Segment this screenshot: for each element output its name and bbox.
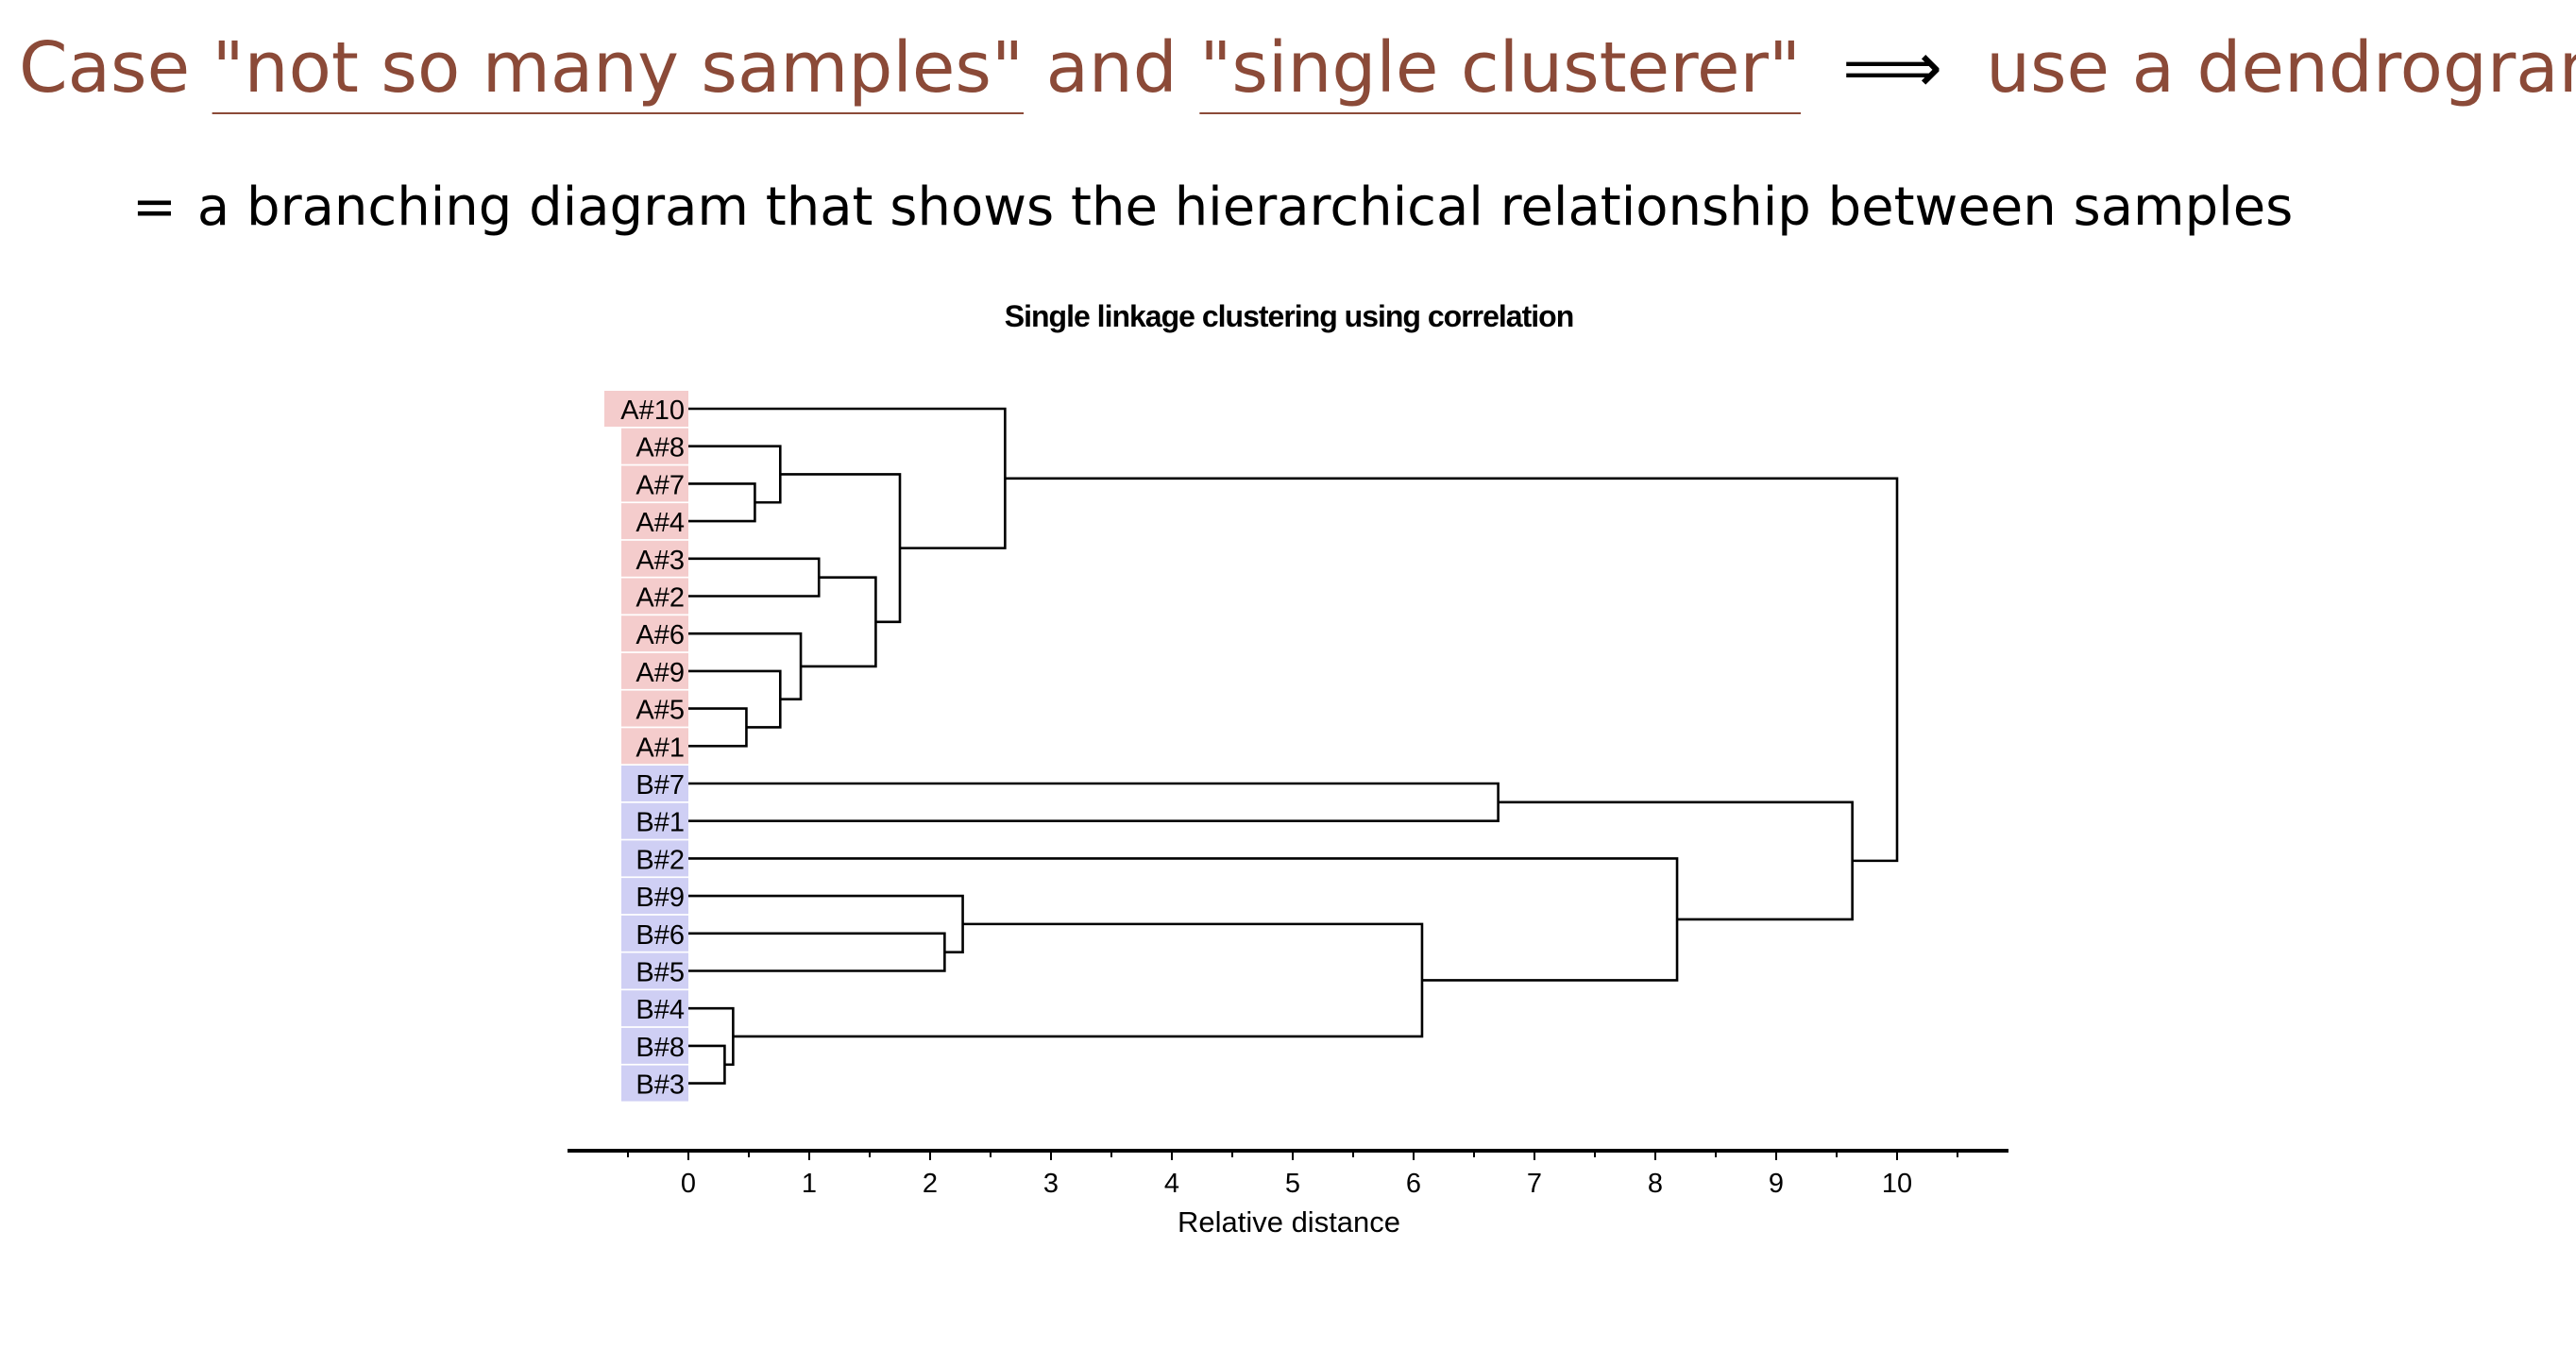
tick-label-1: 1 (802, 1169, 817, 1199)
leaf-highlight-b1 (621, 802, 688, 839)
leaf-label-a10: A#10 (620, 396, 685, 426)
merge-link-10 (688, 782, 1500, 822)
leaf-label-a7: A#7 (636, 470, 685, 500)
merge-link-14 (688, 1006, 735, 1067)
leaf-label-a2: A#2 (636, 583, 685, 614)
leaf-labels: A#10 A#8 A#7 A#4 A#3 A#2 A#6 A#9 A#5 A#1 B#7 B#1 B#2… (604, 391, 688, 1102)
leaf-highlight-b2 (621, 840, 688, 877)
dendrogram-links (688, 407, 1899, 1085)
heading-case-word: Case (19, 27, 191, 109)
leaf-highlight-b8 (621, 1027, 688, 1064)
merge-link-7 (801, 576, 877, 668)
tick-label-3: 3 (1043, 1169, 1059, 1199)
leaf-label-b5: B#5 (636, 958, 685, 988)
merge-link-1 (688, 482, 756, 523)
leaf-label-b8: B#8 (636, 1033, 685, 1063)
tick-label-10: 10 (1882, 1169, 1912, 1199)
heading-term-samples: "not so many samples" (212, 27, 1025, 109)
leaf-label-a8: A#8 (636, 433, 685, 463)
leaf-highlight-b9 (621, 878, 688, 915)
definition-line: = a branching diagram that shows the hier… (132, 170, 2293, 245)
tick-label-5: 5 (1285, 1169, 1300, 1199)
leaf-label-b9: B#9 (636, 883, 685, 913)
heading-term-clusterer: "single clusterer" (1199, 27, 1801, 109)
leaf-label-b3: B#3 (636, 1070, 685, 1101)
leaf-highlight-b4 (621, 990, 688, 1027)
tick-label-9: 9 (1769, 1169, 1784, 1199)
leaf-highlight-a3 (621, 540, 688, 577)
leaf-highlight-b7 (621, 766, 688, 801)
leaf-label-b1: B#1 (636, 808, 685, 838)
leaf-highlight-a2 (621, 578, 688, 615)
merge-link-18 (1005, 477, 1899, 863)
slide-heading: Case "not so many samples" and "single c… (19, 11, 2576, 125)
definition-text: a branching diagram that shows the hiera… (196, 177, 2294, 238)
merge-link-12 (688, 894, 964, 953)
leaf-label-b4: B#4 (636, 995, 685, 1025)
leaf-highlight-b6 (621, 915, 688, 952)
tick-label-8: 8 (1648, 1169, 1663, 1199)
merge-link-3 (688, 557, 821, 598)
merge-link-5 (688, 669, 782, 729)
merge-link-9 (688, 407, 1007, 549)
merge-link-6 (688, 632, 803, 700)
leaf-label-b6: B#6 (636, 920, 685, 951)
merge-link-17 (1498, 800, 1854, 921)
tick-label-4: 4 (1164, 1169, 1179, 1199)
leaf-highlight-a8 (621, 428, 688, 464)
tick-label-2: 2 (923, 1169, 938, 1199)
equals-sign: = (132, 177, 177, 238)
merge-link-16 (688, 857, 1679, 982)
leaf-label-b2: B#2 (636, 845, 685, 875)
leaf-highlight-b3 (621, 1065, 688, 1102)
tick-label-0: 0 (681, 1169, 696, 1199)
leaf-label-a6: A#6 (636, 620, 685, 650)
x-axis-label: Relative distance (1178, 1205, 1400, 1238)
leaf-highlight-a6 (621, 615, 688, 652)
leaf-highlight-a4 (621, 503, 688, 540)
distance-axis: 0 1 2 3 4 5 6 7 8 9 10 (568, 1149, 2008, 1199)
leaf-label-a1: A#1 (636, 733, 685, 763)
chart-title: Single linkage clustering using correlat… (1005, 299, 1573, 333)
heading-and-word: and (1045, 27, 1178, 109)
tick-label-7: 7 (1527, 1169, 1542, 1199)
merge-link-15 (733, 922, 1424, 1038)
leaf-highlight-a9 (621, 652, 688, 689)
merge-link-2 (688, 445, 782, 504)
leaf-highlight-a10 (604, 391, 688, 427)
leaf-highlight-a5 (621, 690, 688, 727)
implies-arrow: ⟹ (1842, 27, 1943, 109)
leaf-highlight-b5 (621, 952, 688, 989)
merge-link-13 (688, 1044, 726, 1085)
tick-label-6: 6 (1406, 1169, 1421, 1199)
merge-link-11 (688, 932, 946, 972)
leaf-label-a5: A#5 (636, 696, 685, 726)
heading-conclusion: use a dendrogram (1986, 27, 2576, 109)
leaf-label-b7: B#7 (636, 770, 685, 800)
leaf-label-a4: A#4 (636, 508, 685, 538)
merge-link-4 (688, 707, 748, 748)
leaf-label-a3: A#3 (636, 546, 685, 576)
leaf-label-a9: A#9 (636, 658, 685, 688)
leaf-highlight-a7 (621, 465, 688, 502)
merge-link-8 (780, 473, 902, 624)
leaf-highlight-a1 (621, 728, 688, 765)
